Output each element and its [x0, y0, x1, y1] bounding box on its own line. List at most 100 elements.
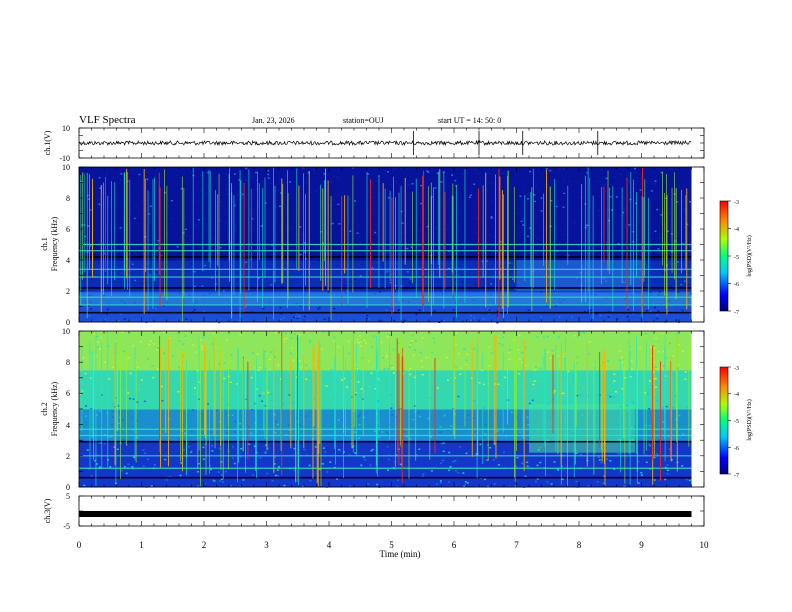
- spectrogram-speck: [275, 189, 278, 192]
- ch3-ytick-top: 5: [66, 492, 70, 501]
- spectrogram-speck: [426, 170, 429, 172]
- spectrogram-speck: [114, 342, 117, 345]
- spectrogram-speck: [490, 217, 493, 219]
- spectrogram-speck: [103, 442, 106, 445]
- spectrogram-speck: [279, 205, 282, 208]
- spectrogram-speck: [602, 482, 605, 484]
- spectrogram-speck: [458, 446, 461, 448]
- spectrogram-speck: [131, 169, 134, 171]
- spectrogram-speck: [418, 448, 421, 450]
- spectrogram-speck: [198, 381, 201, 384]
- spectrogram-speck: [202, 446, 205, 449]
- ch2-ytick-8: 8: [66, 358, 70, 367]
- ch2-spectrogram-ylabel: Frequency (kHz): [50, 381, 59, 436]
- spectrogram-speck: [154, 270, 157, 273]
- spectrogram-speck: [650, 232, 653, 235]
- spectrogram-speck: [304, 251, 307, 253]
- spectrogram-speck: [516, 456, 519, 459]
- spectrogram-speck: [688, 479, 691, 482]
- spectrogram-speck: [395, 180, 398, 183]
- spectrogram-speck: [431, 377, 434, 379]
- spectrogram-speck: [359, 274, 362, 277]
- spectrogram-speck: [264, 451, 267, 453]
- spectrogram-speck: [219, 246, 222, 249]
- spectrogram-speck: [244, 398, 247, 401]
- spectrogram-speck: [303, 241, 306, 244]
- spectrogram-speck: [522, 224, 525, 226]
- spectrogram-speck: [534, 480, 537, 483]
- spectrogram-speck: [409, 367, 412, 370]
- ch2-spectrogram-ticks: [78, 330, 705, 488]
- spectrogram-speck: [567, 370, 570, 373]
- spectrogram-speck: [654, 220, 657, 222]
- spectrogram-speck: [376, 483, 379, 486]
- spectrogram-speck: [148, 343, 151, 346]
- spectrogram-speck: [654, 306, 657, 309]
- spectrogram-speck: [200, 345, 203, 348]
- spectrogram-cell: [79, 287, 692, 292]
- spectrogram-speck: [395, 416, 398, 418]
- spectrogram-speck: [656, 453, 659, 455]
- spectrogram-speck: [562, 234, 565, 237]
- spectrogram-speck: [535, 253, 538, 255]
- spectrogram-speck: [385, 248, 388, 251]
- spectrogram-speck: [561, 478, 564, 481]
- spectrogram-speck: [562, 179, 565, 181]
- spectrogram-speck: [406, 435, 409, 438]
- spectrogram-speck: [264, 405, 267, 407]
- spectrogram-speck: [211, 450, 214, 452]
- ch1-colorbar-label: log(PSD)(V²/Hz): [746, 235, 753, 276]
- spectrogram-speck: [409, 342, 412, 344]
- spectrogram-speck: [430, 470, 433, 472]
- spectrogram-speck: [390, 365, 393, 367]
- spectrogram-speck: [134, 394, 137, 397]
- spectrogram-speck: [149, 205, 152, 208]
- spectrogram-speck: [108, 377, 111, 379]
- spectrogram-speck: [401, 232, 404, 234]
- spectrogram-speck: [537, 387, 540, 389]
- spectrogram-speck: [127, 392, 130, 394]
- spectrogram-speck: [420, 202, 423, 205]
- spectrogram-speck: [353, 410, 356, 412]
- spectrogram-speck: [365, 317, 368, 320]
- spectrogram-speck: [204, 223, 207, 226]
- xtick-10: 10: [700, 540, 710, 550]
- spectrogram-speck: [455, 332, 458, 334]
- spectrogram-speck: [474, 430, 477, 433]
- spectrogram-speck: [288, 429, 291, 431]
- spectrogram-speck: [597, 214, 600, 217]
- spectrogram-speck: [236, 279, 239, 282]
- spectrogram-speck: [274, 215, 277, 217]
- spectrogram-speck: [610, 209, 613, 211]
- spectrogram-speck: [603, 475, 606, 478]
- spectrogram-speck: [681, 465, 684, 467]
- spectrogram-speck: [448, 267, 451, 270]
- spectrogram-speck: [154, 175, 157, 178]
- spectrogram-speck: [485, 260, 488, 262]
- spectrogram-speck: [637, 460, 640, 463]
- spectrogram-speck: [267, 447, 270, 450]
- spectrogram-speck: [532, 383, 535, 386]
- spectrogram-speck: [660, 171, 663, 174]
- spectrogram-speck: [231, 414, 234, 416]
- spectrogram-speck: [469, 194, 472, 196]
- spectrogram-speck: [110, 436, 113, 438]
- spectrogram-speck: [152, 376, 155, 379]
- spectrogram-speck: [339, 377, 342, 379]
- spectrogram-speck: [194, 351, 197, 353]
- spectrogram-speck: [117, 320, 120, 322]
- spectrogram-speck: [580, 453, 583, 456]
- spectrogram-speck: [504, 376, 507, 379]
- spectrogram-speck: [597, 210, 600, 212]
- spectrogram-speck: [220, 200, 223, 203]
- spectrogram-speck: [308, 341, 311, 344]
- spectrogram-speck: [134, 252, 137, 254]
- spectrogram-speck: [515, 269, 518, 271]
- spectrogram-speck: [586, 224, 589, 227]
- spectrogram-speck: [247, 426, 250, 428]
- spectrogram-speck: [273, 356, 276, 359]
- spectrogram-speck: [422, 473, 425, 475]
- spectrogram-speck: [609, 460, 612, 462]
- spectrogram-speck: [265, 444, 268, 446]
